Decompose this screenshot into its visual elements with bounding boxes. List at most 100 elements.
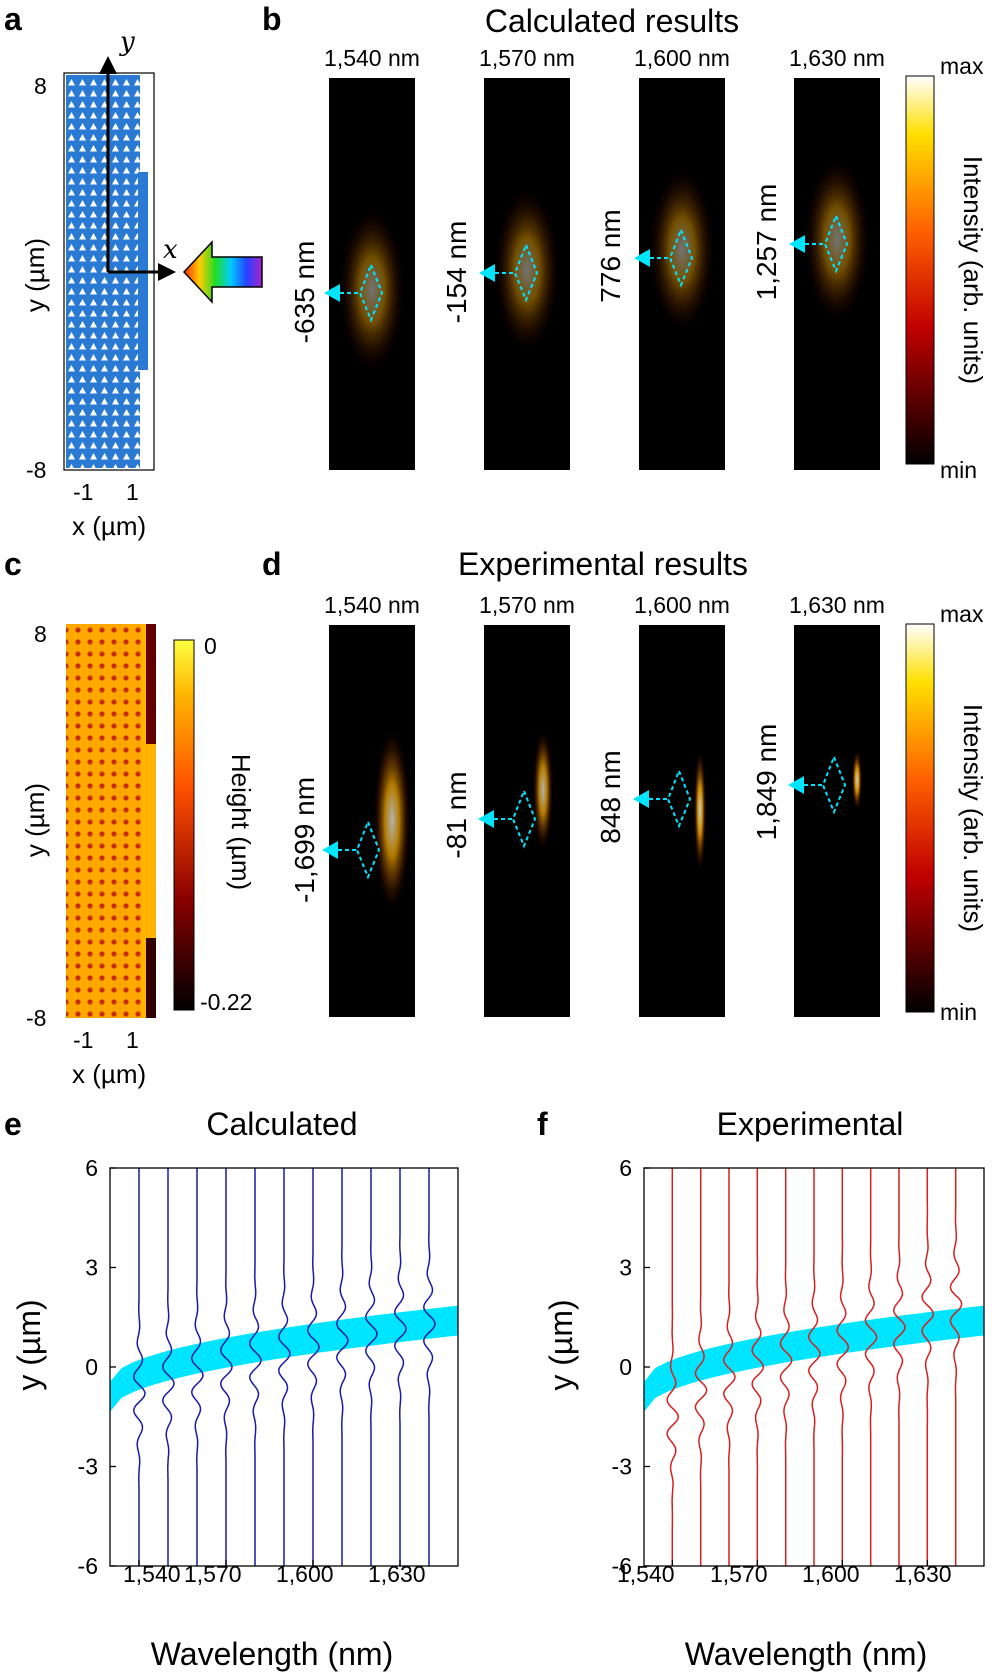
chart-e: -6 -3 0 3 6	[78, 1155, 459, 1579]
e-x-tick-3: 1,600	[276, 1561, 334, 1587]
d-shift-1: -1,699 nm	[289, 777, 320, 903]
d-cavity-marker-3	[666, 768, 692, 829]
f-trace-4	[751, 1168, 765, 1566]
afm-height-map	[66, 624, 156, 1018]
e-trace-3	[191, 1168, 204, 1566]
f-trend-band	[644, 1305, 984, 1412]
f-trace-7	[836, 1168, 850, 1566]
chart-f: -6 -3 0 3 6	[612, 1155, 985, 1579]
e-y-label: y (µm)	[11, 1299, 47, 1390]
b-colorbar-max: max	[940, 53, 984, 79]
e-trend-band	[110, 1305, 458, 1412]
a-x-tick-1: -1	[73, 479, 93, 505]
f-trace-2	[694, 1168, 708, 1566]
d-cavity-marker-1	[355, 819, 381, 880]
panel-d: d Experimental results 1,540 nm 1,570 nm…	[262, 546, 988, 1025]
b-cavity-marker-3	[668, 227, 694, 288]
d-cavity-marker-2	[511, 788, 537, 849]
d-field-map-3	[639, 625, 725, 1017]
e-x-tick-4: 1,630	[368, 1561, 426, 1587]
d-field-map-4	[794, 625, 880, 1017]
axis-y-symbol: y	[119, 27, 135, 57]
f-y-tick-1: -6	[612, 1553, 632, 1579]
panel-a: a y x 8 -8 -1 1 y (µm) x (µm)	[4, 1, 263, 541]
e-trace-10	[394, 1168, 407, 1566]
c-y-tick-bottom: -8	[26, 1005, 46, 1031]
d-mode-glow-2	[533, 730, 553, 850]
b-mode-glow-2	[495, 190, 559, 350]
b-shift-2: -154 nm	[441, 221, 472, 324]
d-title: Experimental results	[458, 546, 748, 582]
f-y-tick-5: 6	[619, 1155, 632, 1181]
b-colorbar	[905, 75, 935, 465]
c-colorbar-max: 0	[204, 633, 217, 659]
spectrum-arrow-icon	[182, 240, 263, 304]
panel-c: c 8 -8 -1 1 y (µm) x (µm) 0 -0.22 Height…	[4, 546, 256, 1089]
c-colorbar-label: Height (µm)	[226, 754, 256, 890]
e-x-label: Wavelength (nm)	[151, 1636, 393, 1672]
panel-letter-f: f	[537, 1106, 548, 1142]
f-trace-1	[666, 1168, 680, 1566]
e-y-tick-2: -3	[78, 1454, 98, 1480]
d-pointer-1	[322, 841, 338, 859]
e-x-tick-1: 1,540	[123, 1561, 181, 1587]
c-x-label: x (µm)	[72, 1059, 146, 1089]
e-trace-9	[365, 1168, 378, 1566]
d-field-map-2	[484, 625, 570, 1017]
panel-letter-e: e	[4, 1106, 22, 1142]
d-mode-glow-4	[852, 750, 862, 810]
e-trace-5	[249, 1168, 262, 1566]
panel-f: f Experimental -6 -3 0 3 6 1,540 1,570 1,600…	[537, 1106, 985, 1672]
c-x-tick-2: 1	[126, 1027, 139, 1053]
d-wavelength-4: 1,630 nm	[789, 592, 885, 618]
b-title: Calculated results	[485, 3, 739, 39]
f-trace-6	[808, 1168, 821, 1566]
e-trace-2	[162, 1168, 175, 1566]
e-trace-4	[220, 1168, 233, 1566]
e-x-tick-2: 1,570	[184, 1561, 242, 1587]
c-x-tick-1: -1	[73, 1027, 93, 1053]
f-trace-8	[864, 1168, 878, 1566]
b-pointer-4	[789, 235, 805, 253]
d-pointer-2	[478, 810, 494, 828]
d-shift-4: 1,849 nm	[751, 724, 782, 841]
d-shift-2: -81 nm	[441, 771, 472, 858]
b-cavity-marker-1	[358, 262, 384, 323]
b-mode-glow-4	[805, 160, 869, 320]
c-colorbar	[173, 639, 195, 1011]
b-pointer-3	[634, 249, 650, 267]
e-y-tick-5: 6	[85, 1155, 98, 1181]
d-colorbar-label: Intensity (arb. units)	[958, 704, 988, 932]
f-x-tick-4: 1,630	[894, 1561, 952, 1587]
b-wavelength-4: 1,630 nm	[789, 45, 885, 71]
axis-x-symbol: x	[163, 235, 178, 265]
panel-e: e Calculated -6 -3 0 3 6 1,540 1,570 1,600 1…	[4, 1106, 459, 1672]
a-y-tick-bottom: -8	[26, 457, 46, 483]
f-x-tick-1: 1,540	[617, 1561, 675, 1587]
b-shift-3: 776 nm	[595, 209, 626, 302]
e-trace-6	[278, 1168, 291, 1566]
e-y-tick-4: 3	[85, 1255, 98, 1281]
e-trace-11	[423, 1168, 436, 1566]
e-y-tick-1: -6	[78, 1553, 98, 1579]
d-wavelength-3: 1,600 nm	[634, 592, 730, 618]
d-wavelength-1: 1,540 nm	[324, 592, 420, 618]
b-colorbar-label: Intensity (arb. units)	[958, 156, 988, 384]
e-title: Calculated	[206, 1106, 357, 1142]
d-colorbar-max: max	[940, 601, 984, 627]
d-colorbar-min: min	[940, 999, 977, 1025]
b-mode-glow-3	[650, 170, 714, 330]
b-wavelength-3: 1,600 nm	[634, 45, 730, 71]
f-x-tick-2: 1,570	[710, 1561, 768, 1587]
panel-letter-c: c	[4, 546, 22, 582]
d-mode-glow-1	[374, 730, 410, 910]
c-y-label: y (µm)	[20, 783, 50, 857]
a-x-label: x (µm)	[72, 511, 146, 541]
f-trace-3	[723, 1168, 736, 1566]
a-x-tick-2: 1	[126, 479, 139, 505]
a-y-label: y (µm)	[20, 238, 50, 312]
panel-letter-b: b	[262, 1, 282, 37]
d-shift-3: 848 nm	[595, 750, 626, 843]
f-title: Experimental	[717, 1106, 904, 1142]
